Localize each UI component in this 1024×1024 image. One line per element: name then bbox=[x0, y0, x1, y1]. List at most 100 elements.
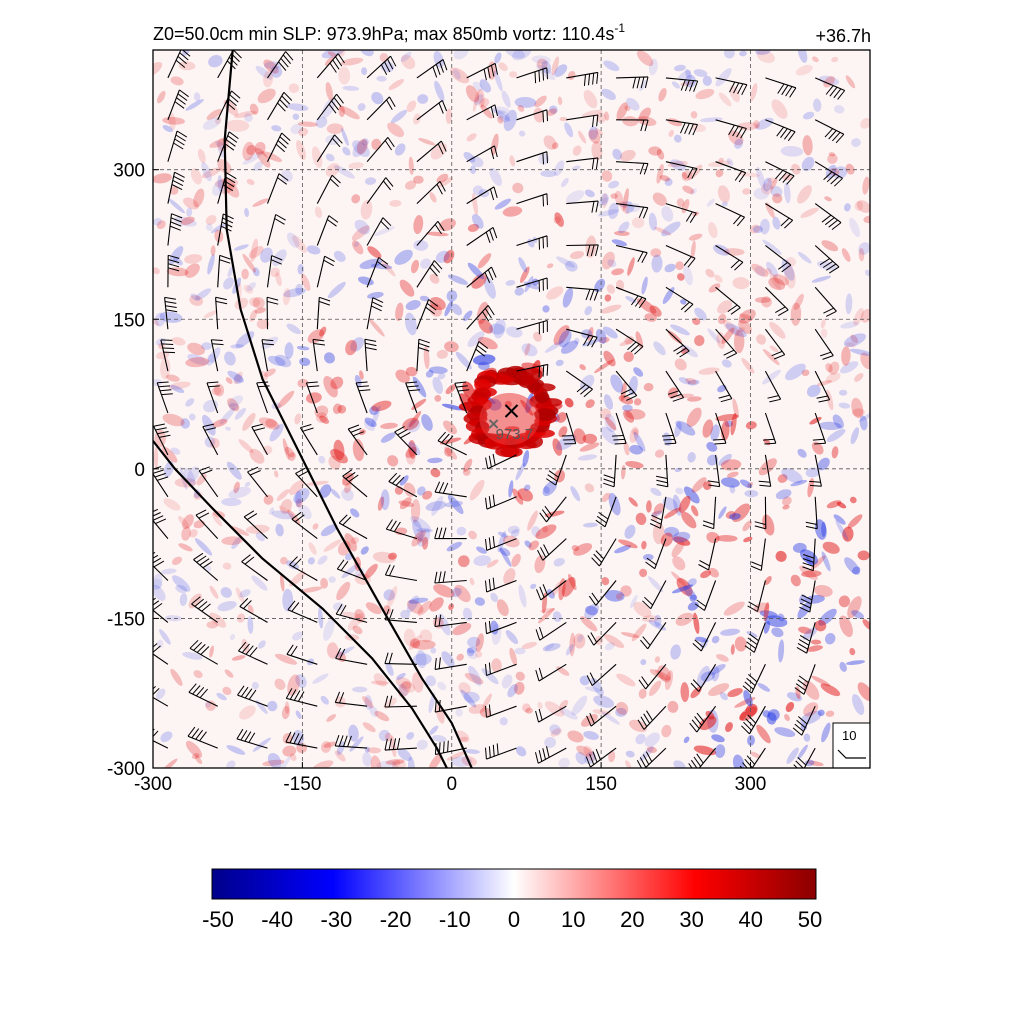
wind-barb bbox=[167, 89, 189, 120]
vorticity-cell bbox=[479, 79, 491, 93]
vorticity-cell bbox=[412, 519, 424, 542]
vorticity-cell bbox=[373, 673, 387, 687]
vorticity-cell bbox=[517, 104, 525, 112]
wind-barb bbox=[334, 691, 368, 707]
vorticity-cell bbox=[412, 639, 436, 650]
vorticity-cell bbox=[319, 415, 330, 424]
vorticity-cell bbox=[729, 513, 741, 520]
wind-barb bbox=[195, 509, 219, 539]
vorticity-cell bbox=[249, 103, 259, 115]
vorticity-cell bbox=[292, 631, 304, 641]
vorticity-cell bbox=[456, 526, 467, 536]
vorticity-cell bbox=[624, 336, 635, 345]
vorticity-cell bbox=[244, 481, 251, 487]
wind-barb bbox=[217, 131, 239, 162]
vorticity-cell bbox=[536, 64, 556, 80]
vorticity-cell bbox=[432, 734, 447, 743]
vorticity-cell bbox=[524, 276, 534, 293]
wind-barb bbox=[466, 186, 498, 205]
vorticity-cell bbox=[323, 539, 342, 552]
wind-barb bbox=[616, 203, 649, 219]
vorticity-cell bbox=[608, 750, 616, 763]
vorticity-cell bbox=[614, 544, 632, 554]
vorticity-cell bbox=[205, 700, 216, 711]
vorticity-cell bbox=[337, 540, 351, 556]
wind-barb bbox=[236, 728, 268, 749]
wind-barb bbox=[160, 339, 176, 372]
vorticity-cell bbox=[169, 186, 179, 195]
vorticity-cell bbox=[504, 50, 526, 59]
vorticity-cell bbox=[527, 510, 538, 531]
vorticity-cell bbox=[480, 97, 490, 107]
vorticity-cell bbox=[537, 701, 543, 710]
vorticity-cell bbox=[732, 398, 739, 418]
vorticity-cell bbox=[624, 524, 636, 539]
vorticity-cell bbox=[703, 481, 712, 490]
vorticity-cell bbox=[280, 498, 293, 515]
vorticity-cell bbox=[209, 138, 228, 148]
wind-barb bbox=[335, 647, 368, 665]
wind-barb bbox=[316, 93, 344, 121]
vorticity-cell bbox=[845, 163, 855, 175]
vorticity-cell bbox=[550, 728, 562, 737]
colorbar-tick-label: 40 bbox=[739, 907, 763, 932]
wind-barb bbox=[153, 508, 169, 539]
vorticity-cell bbox=[629, 719, 647, 733]
wind-barb bbox=[251, 423, 268, 456]
vorticity-cell bbox=[153, 217, 162, 226]
wind-barb bbox=[156, 381, 173, 414]
wind-barb bbox=[665, 286, 694, 313]
wind-barb bbox=[416, 220, 445, 246]
vorticity-cell bbox=[357, 103, 366, 111]
vorticity-cell bbox=[429, 192, 437, 203]
wind-barb bbox=[516, 67, 548, 84]
vorticity-cell bbox=[618, 221, 630, 234]
vorticity-cell bbox=[555, 359, 564, 367]
vorticity-cell bbox=[573, 428, 586, 445]
vorticity-cell bbox=[596, 197, 609, 207]
y-tick-label: 150 bbox=[113, 310, 145, 331]
vorticity-cell bbox=[850, 334, 859, 344]
vorticity-cell bbox=[420, 258, 431, 269]
vorticity-cell bbox=[584, 603, 599, 619]
vorticity-cell bbox=[339, 105, 360, 120]
vorticity-cell bbox=[168, 112, 176, 130]
vorticity-cell bbox=[821, 240, 839, 252]
wind-barb bbox=[812, 412, 827, 445]
vorticity-cell bbox=[525, 707, 533, 714]
vorticity-cell bbox=[520, 266, 530, 284]
wind-barb bbox=[702, 496, 717, 530]
wind-barb bbox=[715, 77, 748, 96]
wind-barb bbox=[814, 119, 845, 144]
vorticity-cell bbox=[388, 79, 405, 90]
wind-barb bbox=[485, 494, 517, 510]
vorticity-cell bbox=[479, 707, 492, 718]
vorticity-cell bbox=[706, 198, 715, 207]
vorticity-cell bbox=[369, 705, 379, 718]
vorticity-cell bbox=[242, 151, 264, 165]
vorticity-cell bbox=[205, 215, 217, 225]
vorticity-cell bbox=[521, 343, 538, 357]
vorticity-cell bbox=[784, 265, 796, 289]
wind-barb bbox=[565, 370, 593, 398]
vorticity-cell bbox=[383, 589, 395, 601]
vorticity-cell bbox=[165, 374, 180, 382]
vorticity-cell bbox=[224, 351, 236, 366]
vorticity-cell bbox=[531, 55, 551, 64]
vorticity-cell bbox=[630, 594, 638, 609]
reference-barb-icon bbox=[837, 749, 866, 759]
vorticity-cell bbox=[466, 647, 475, 657]
vorticity-cell bbox=[187, 342, 205, 356]
plot-frame bbox=[152, 49, 871, 769]
vorticity-cell bbox=[429, 597, 444, 612]
vorticity-cell bbox=[413, 175, 424, 184]
vorticity-cell bbox=[261, 336, 279, 349]
wind-barb bbox=[384, 737, 417, 751]
vorticity-cell bbox=[623, 351, 634, 363]
wind-barb bbox=[794, 664, 816, 695]
vorticity-cell bbox=[687, 379, 700, 386]
vorticity-cell bbox=[246, 144, 257, 156]
vorticity-cell bbox=[190, 293, 201, 301]
vorticity-cell bbox=[528, 540, 539, 551]
wind-barb bbox=[640, 622, 667, 650]
